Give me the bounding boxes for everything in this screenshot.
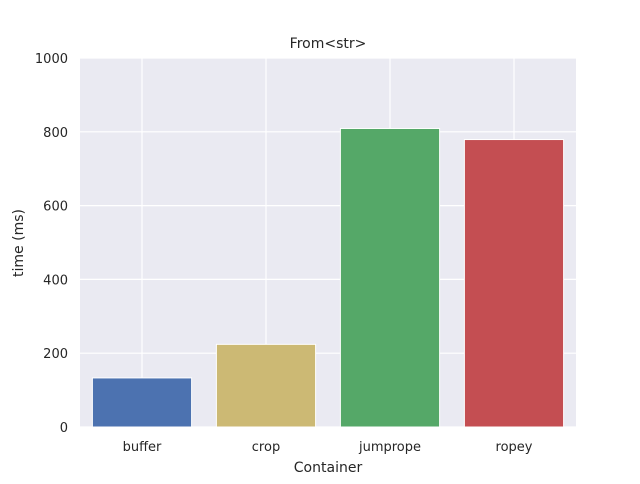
x-axis-label: Container — [294, 460, 363, 476]
y-axis-label: time (ms) — [11, 209, 27, 277]
y-tick-label-200: 200 — [43, 347, 68, 362]
bar-crop — [215, 343, 317, 428]
bar-ropey — [463, 139, 565, 428]
bar-buffer — [91, 377, 193, 428]
x-tick-label-buffer: buffer — [123, 440, 162, 455]
x-tick-label-crop: crop — [252, 440, 280, 455]
x-tick-label-jumprope: jumprope — [358, 440, 421, 455]
bar-jumprope — [339, 127, 441, 428]
y-tick-label-400: 400 — [43, 273, 68, 288]
y-tick-labels: 0 200 400 600 800 1000 — [35, 52, 68, 436]
y-tick-label-800: 800 — [43, 126, 68, 141]
y-tick-label-1000: 1000 — [35, 52, 68, 67]
y-tick-label-0: 0 — [60, 421, 68, 436]
y-tick-label-600: 600 — [43, 200, 68, 215]
x-tick-label-ropey: ropey — [496, 440, 533, 455]
x-tick-labels: buffer crop jumprope ropey — [123, 440, 533, 455]
chart-title: From<str> — [290, 36, 367, 52]
bars — [91, 127, 565, 428]
